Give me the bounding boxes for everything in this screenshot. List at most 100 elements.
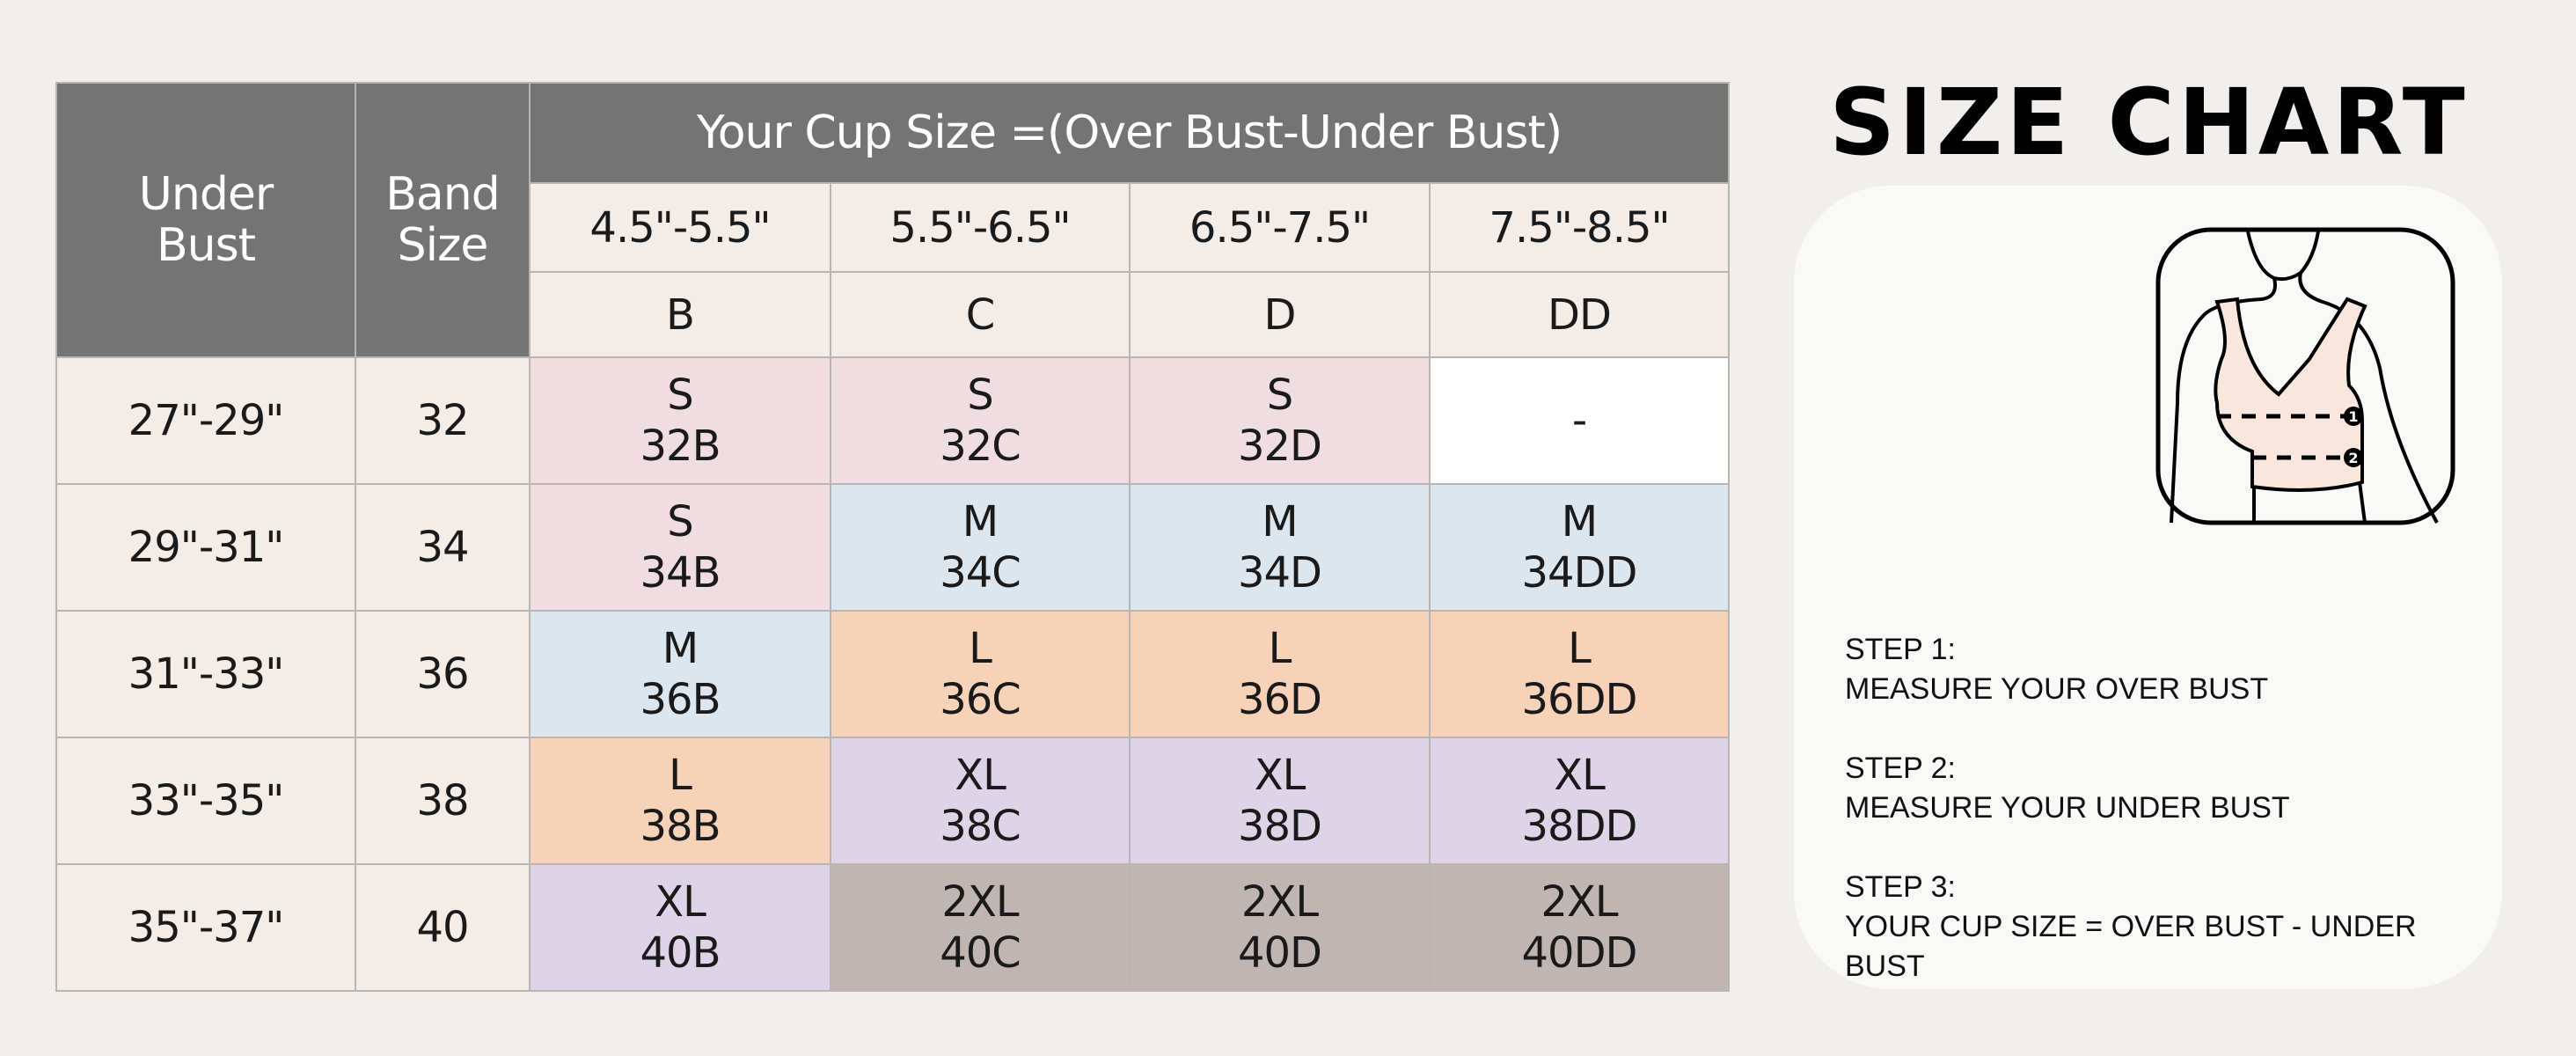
bra-size-code: 36C [940, 675, 1021, 724]
measurement-steps: STEP 1: MEASURE YOUR OVER BUST STEP 2: MEA… [1845, 630, 2502, 1026]
step-1: STEP 1: MEASURE YOUR OVER BUST [1845, 630, 2502, 709]
size-cell: S 32D [1129, 356, 1431, 485]
cup-letter-header: DD [1429, 271, 1730, 358]
cup-range-header: 5.5"-6.5" [830, 182, 1131, 273]
letter-size: XL [1554, 751, 1606, 800]
bra-size-code: 38D [1237, 802, 1322, 851]
letter-size: S [667, 497, 693, 546]
step-2: STEP 2: MEASURE YOUR UNDER BUST [1845, 749, 2502, 828]
step-text: MEASURE YOUR OVER BUST [1845, 672, 2269, 706]
size-cell: 2XL 40D [1129, 863, 1431, 992]
bra-size-code: 40C [940, 928, 1021, 978]
table-row: 31"-33" 36 M 36B L 36C L 36D L 36DD [55, 610, 1730, 738]
table-row: 27"-29" 32 S 32B S 32C S 32D - [55, 356, 1730, 485]
letter-size: - [1571, 396, 1587, 445]
bra-size-code: 40D [1237, 928, 1322, 978]
letter-size: L [1268, 624, 1292, 673]
header-under-bust: Under Bust [55, 82, 356, 358]
size-cell: - [1429, 356, 1730, 485]
header-cup-size: Your Cup Size =(Over Bust-Under Bust) [529, 82, 1730, 184]
size-cell: S 32C [830, 356, 1131, 485]
bra-size-code: 34B [640, 548, 721, 598]
letter-size: L [1568, 624, 1592, 673]
bra-size-code: 38DD [1521, 802, 1638, 851]
bra-size-code: 40DD [1521, 928, 1638, 978]
size-cell: L 36DD [1429, 610, 1730, 738]
svg-text:1: 1 [2348, 408, 2358, 425]
bra-size-code: 38B [640, 802, 721, 851]
size-cell: XL 38D [1129, 737, 1431, 865]
under-bust-cell: 31"-33" [55, 610, 356, 738]
size-cell: XL 38C [830, 737, 1131, 865]
size-cell: S 32B [529, 356, 831, 485]
table-row: 35"-37" 40 XL 40B 2XL 40C 2XL 40D 2XL 40DD [55, 863, 1730, 992]
measurement-panel: 1 2 STEP 1: MEASURE YOUR OVER BUST STEP 2… [1794, 186, 2502, 989]
step-label: STEP 1: [1845, 633, 1956, 666]
cup-letter-header: D [1129, 271, 1431, 358]
letter-size: 2XL [1240, 877, 1319, 927]
bra-size-code: 32B [640, 422, 721, 471]
size-cell: L 36D [1129, 610, 1431, 738]
bra-size-code: 34C [940, 548, 1021, 598]
band-size-cell: 38 [355, 737, 531, 865]
step-text: MEASURE YOUR UNDER BUST [1845, 791, 2290, 825]
under-bust-cell: 35"-37" [55, 863, 356, 992]
cup-range-header: 6.5"-7.5" [1129, 182, 1431, 273]
band-size-cell: 34 [355, 483, 531, 612]
bra-size-code: 36B [640, 675, 721, 724]
bra-size-code: 32D [1237, 422, 1322, 471]
letter-size: 2XL [1540, 877, 1618, 927]
letter-size: L [969, 624, 992, 673]
size-chart-title: SIZE CHART [1829, 69, 2469, 176]
letter-size: M [962, 497, 999, 546]
bra-size-code: 32C [940, 422, 1021, 471]
letter-size: XL [955, 751, 1006, 800]
size-cell: M 34D [1129, 483, 1431, 612]
size-cell: XL 38DD [1429, 737, 1730, 865]
bra-size-code: 34D [1237, 548, 1322, 598]
cup-letter-header: C [830, 271, 1131, 358]
letter-size: L [669, 751, 692, 800]
size-cell: L 38B [529, 737, 831, 865]
step-3: STEP 3: YOUR CUP SIZE = OVER BUST - UNDER… [1845, 868, 2502, 986]
bra-size-code: 40B [640, 928, 721, 978]
size-cell: XL 40B [529, 863, 831, 992]
size-cell: 2XL 40C [830, 863, 1131, 992]
step-text: YOUR CUP SIZE = OVER BUST - UNDER BUST [1845, 910, 2417, 983]
size-cell: M 34DD [1429, 483, 1730, 612]
under-bust-cell: 33"-35" [55, 737, 356, 865]
cup-range-header: 7.5"-8.5" [1429, 182, 1730, 273]
step-label: STEP 2: [1845, 752, 1956, 785]
letter-size: S [667, 370, 693, 420]
letter-size: XL [655, 877, 706, 927]
letter-size: S [967, 370, 993, 420]
size-cell: L 36C [830, 610, 1131, 738]
bra-measurement-illustration-icon: 1 2 [2155, 227, 2455, 525]
band-size-cell: 32 [355, 356, 531, 485]
size-cell: S 34B [529, 483, 831, 612]
band-size-cell: 36 [355, 610, 531, 738]
svg-text:2: 2 [2348, 450, 2358, 466]
size-cell: M 34C [830, 483, 1131, 612]
size-cell: M 36B [529, 610, 831, 738]
bra-size-code: 38C [940, 802, 1021, 851]
letter-size: XL [1254, 751, 1306, 800]
letter-size: M [662, 624, 699, 673]
bra-size-code: 34DD [1521, 548, 1638, 598]
letter-size: S [1266, 370, 1293, 420]
cup-letter-header: B [529, 271, 831, 358]
table-row: 33"-35" 38 L 38B XL 38C XL 38D XL 38DD [55, 737, 1730, 865]
under-bust-cell: 27"-29" [55, 356, 356, 485]
size-cell: 2XL 40DD [1429, 863, 1730, 992]
bra-size-code: 36D [1237, 675, 1322, 724]
bra-size-code: 36DD [1521, 675, 1638, 724]
letter-size: M [1262, 497, 1298, 546]
letter-size: 2XL [941, 877, 1019, 927]
cup-range-header: 4.5"-5.5" [529, 182, 831, 273]
step-label: STEP 3: [1845, 870, 1956, 904]
under-bust-cell: 29"-31" [55, 483, 356, 612]
table-row: 29"-31" 34 S 34B M 34C M 34D M 34DD [55, 483, 1730, 612]
size-chart-table: Under Bust Band Size Your Cup Size =(Over … [55, 82, 1730, 992]
letter-size: M [1561, 497, 1598, 546]
band-size-cell: 40 [355, 863, 531, 992]
